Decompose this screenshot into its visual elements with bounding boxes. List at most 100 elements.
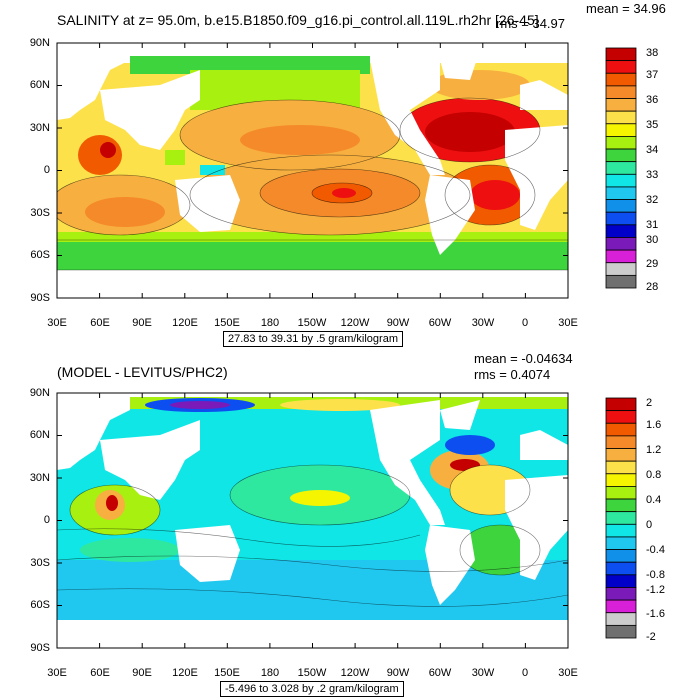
colorbar-swatch [605, 486, 637, 500]
colorbar-swatch [605, 624, 637, 639]
colorbar-swatch [605, 561, 637, 576]
y-tick-label: 0 [43, 514, 50, 526]
colorbar-swatch [605, 60, 637, 74]
colorbar-label: 31 [646, 219, 659, 231]
mean-label: mean = -0.04634 [474, 351, 573, 366]
colorbar-label: 0.8 [646, 469, 662, 481]
colorbar-label: 36 [646, 94, 659, 106]
colorbar-swatch [605, 85, 637, 99]
x-tick-label: 0 [521, 317, 529, 329]
colorbar-label: 33 [646, 169, 659, 181]
rms-label: rms = 34.97 [496, 16, 566, 31]
colorbar-swatch [605, 574, 637, 588]
range-label: -5.496 to 3.028 by .2 gram/kilogram [220, 681, 404, 697]
difference-panel: (MODEL - LEVITUS/PHC2) mean = -0.04634 r… [0, 350, 700, 700]
x-tick-label: 120W [340, 317, 370, 329]
colorbar-label: 35 [646, 119, 659, 131]
colorbar-swatch [605, 460, 637, 475]
y-tick-label: 90S [30, 292, 50, 304]
colorbar-swatch [605, 587, 637, 601]
x-tick-label: 90E [132, 667, 152, 679]
range-label: 27.83 to 39.31 by .5 gram/kilogram [223, 331, 403, 347]
x-tick-label: 30E [47, 667, 67, 679]
y-tick-label: 30S [30, 207, 50, 219]
x-tick-label: 120E [172, 667, 198, 679]
colorbar-swatches [605, 397, 637, 639]
rms-label: rms = 0.4074 [474, 367, 551, 382]
x-tick-label: 60W [428, 667, 452, 679]
x-tick-label: 150E [214, 667, 240, 679]
colorbar-swatch [605, 612, 637, 626]
colorbar-label: 37 [646, 69, 659, 81]
axis-ticks [56, 42, 569, 299]
x-tick-label: 180 [260, 317, 280, 329]
x-tick-label: 90W [386, 667, 410, 679]
x-tick-label: 90W [386, 317, 410, 329]
colorbar-swatch [605, 199, 637, 213]
y-tick-label: 60S [30, 599, 50, 611]
salinity-map [56, 42, 569, 299]
colorbar-swatch [605, 148, 637, 163]
y-tick-label: 90N [29, 37, 50, 49]
colorbar-label: -0.8 [646, 569, 665, 581]
x-tick-label: 30E [47, 317, 67, 329]
mean-label: mean = 34.96 [586, 1, 666, 16]
colorbar-label: 29 [646, 258, 659, 270]
colorbar-label: 1.6 [646, 419, 662, 431]
colorbar-swatch [605, 98, 637, 112]
colorbar-label: -1.2 [646, 584, 665, 596]
colorbar-swatch [605, 136, 637, 150]
panel-title: (MODEL - LEVITUS/PHC2) [57, 364, 228, 380]
y-tick-label: 0 [43, 164, 50, 176]
colorbar-label: -2 [646, 631, 656, 643]
x-tick-label: 120W [340, 667, 370, 679]
colorbar-swatch [605, 599, 637, 614]
x-tick-label: 30W [471, 667, 495, 679]
x-tick-label: 120E [172, 317, 198, 329]
colorbar-swatch [605, 511, 637, 525]
y-tick-label: 60N [29, 429, 50, 441]
x-tick-label: 60E [90, 667, 110, 679]
colorbar-swatch [605, 397, 637, 412]
y-tick-label: 60N [29, 79, 50, 91]
colorbar-label: 32 [646, 194, 659, 206]
y-tick-label: 60S [30, 249, 50, 261]
colorbar-swatch [605, 249, 637, 264]
axis-ticks [56, 392, 569, 649]
colorbar-label: 28 [646, 281, 659, 293]
panel-title: SALINITY at z= 95.0m, b.e15.B1850.f09_g1… [57, 12, 539, 28]
difference-map [56, 392, 569, 649]
colorbar-swatch [605, 523, 637, 538]
colorbar-swatch [605, 110, 637, 125]
colorbar-swatch [605, 161, 637, 175]
colorbar-label: 2 [646, 397, 653, 409]
colorbar-label: 1.2 [646, 444, 662, 456]
colorbar-swatch [605, 211, 637, 226]
colorbar-swatch [605, 410, 637, 424]
colorbar-swatch [605, 422, 637, 437]
colorbar-label: -1.6 [646, 608, 665, 620]
x-tick-label: 180 [260, 667, 280, 679]
colorbar-swatch [605, 448, 637, 462]
colorbar-swatch [605, 72, 637, 87]
colorbar-swatch [605, 186, 637, 200]
x-tick-label: 0 [521, 667, 529, 679]
colorbar-label: -0.4 [646, 544, 665, 556]
colorbar-swatch [605, 435, 637, 449]
x-tick-label: 150W [297, 667, 327, 679]
colorbar-label: 0 [646, 519, 653, 531]
y-tick-label: 30N [29, 122, 50, 134]
colorbar-label: 30 [646, 234, 659, 246]
x-tick-label: 60E [90, 317, 110, 329]
colorbar-swatch [605, 123, 637, 137]
colorbar-label: 38 [646, 47, 659, 59]
y-tick-label: 90S [30, 642, 50, 654]
colorbar-swatch [605, 47, 637, 62]
salinity-panel: SALINITY at z= 95.0m, b.e15.B1850.f09_g1… [29, 1, 666, 347]
colorbar-swatches [605, 47, 637, 289]
x-tick-label: 30E [558, 317, 578, 329]
colorbar-swatch [605, 262, 637, 276]
x-tick-label: 30W [471, 317, 495, 329]
y-tick-label: 90N [29, 387, 50, 399]
colorbar-swatch [605, 237, 637, 251]
